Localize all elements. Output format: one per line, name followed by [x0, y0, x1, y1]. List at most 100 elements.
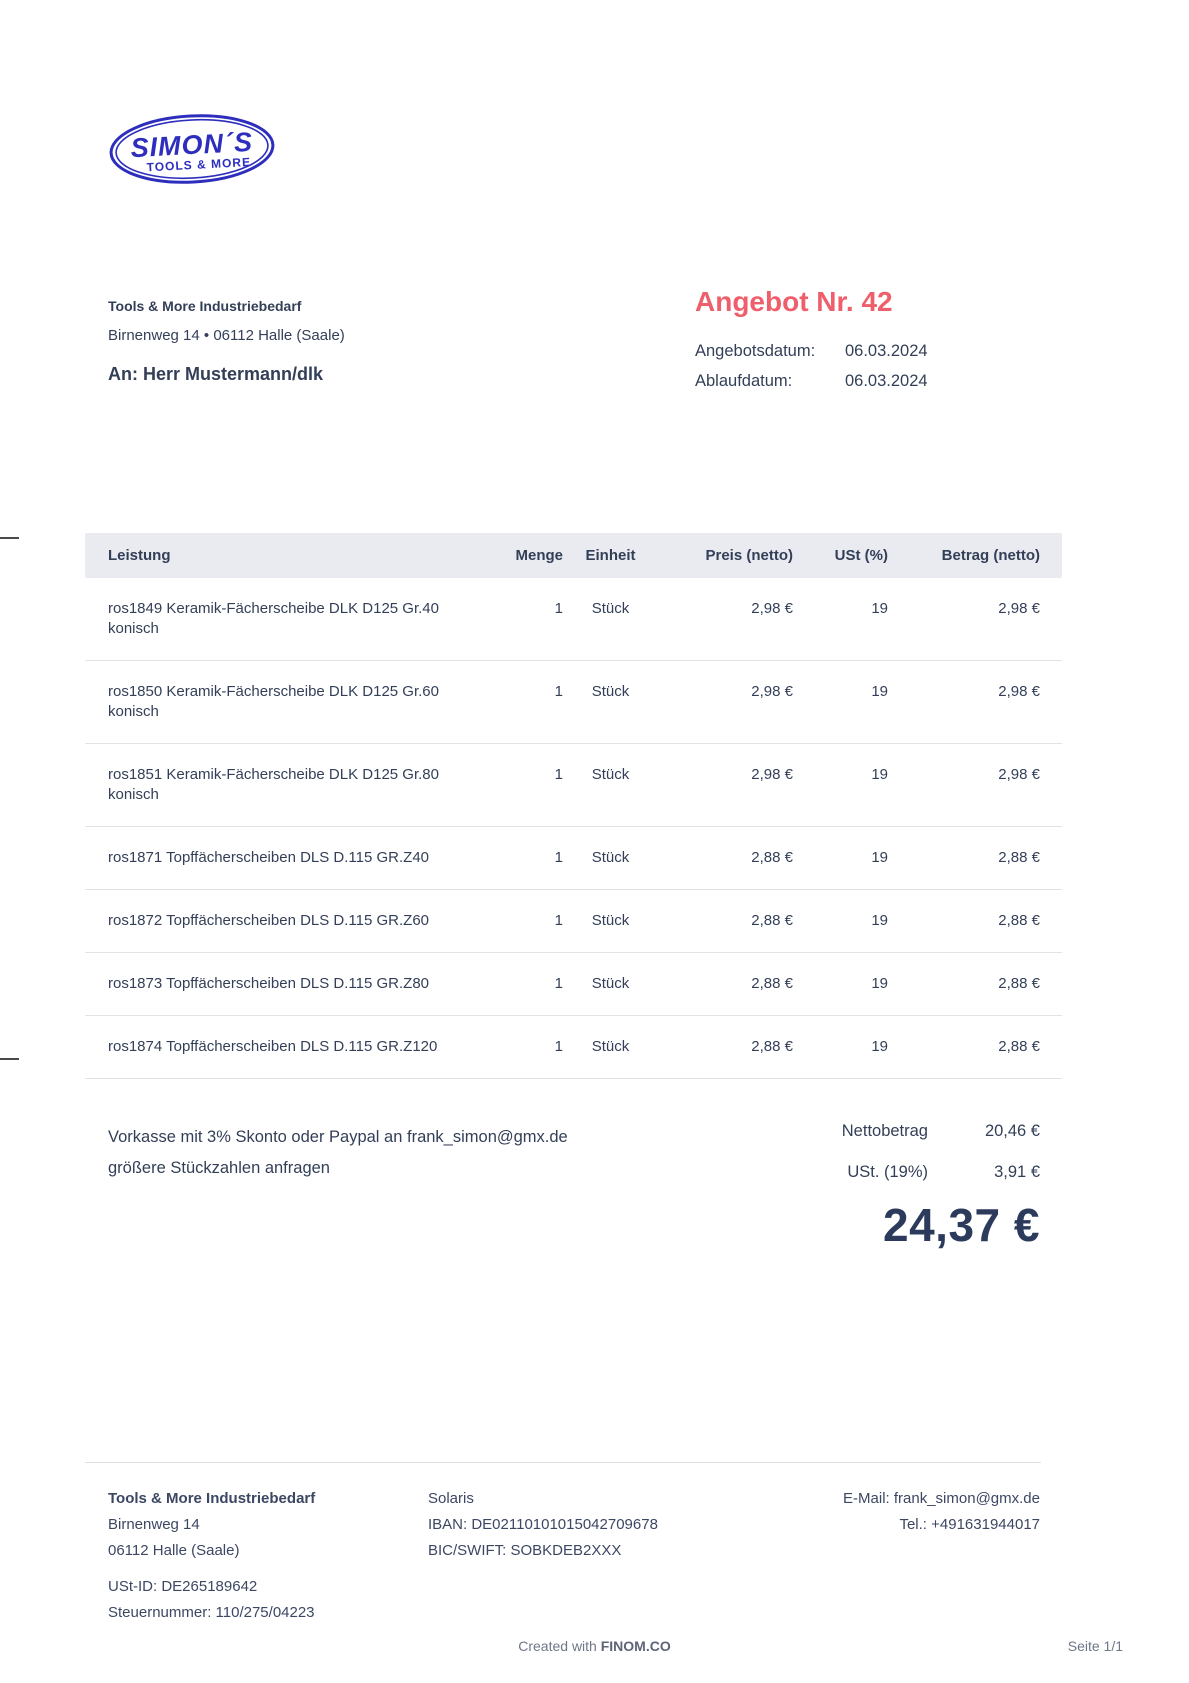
footer-company-block: Tools & More Industriebedarf Birnenweg 1…	[108, 1490, 428, 1630]
offer-expiry-label: Ablaufdatum:	[695, 372, 793, 390]
company-logo: SIMON´S TOOLS & MORE	[106, 110, 278, 188]
table-row: ros1850 Keramik-Fächerscheibe DLK D125 G…	[85, 661, 1062, 744]
created-with-brand: FINOM.CO	[600, 1638, 671, 1654]
offer-date-row: Angebotsdatum: 06.03.2024	[695, 342, 928, 361]
items-table: Leistung Menge Einheit Preis (netto) USt…	[85, 533, 1062, 1079]
created-with: Created with FINOM.CO	[0, 1638, 1189, 1654]
item-amount: 2,98 €	[998, 600, 1040, 617]
table-header-row: Leistung Menge Einheit Preis (netto) USt…	[85, 533, 1062, 578]
page-indicator: Seite 1/1	[1067, 1638, 1123, 1654]
footer-company-city: 06112 Halle (Saale)	[108, 1542, 240, 1559]
item-qty: 1	[554, 683, 563, 700]
footer-bic: BIC/SWIFT: SOBKDEB2XXX	[428, 1542, 622, 1559]
item-qty: 1	[554, 912, 563, 929]
payment-note-line2: größere Stückzahlen anfragen	[108, 1159, 330, 1177]
recipient-line: An: Herr Mustermann/dlk	[108, 364, 324, 384]
table-row: ros1851 Keramik-Fächerscheibe DLK D125 G…	[85, 744, 1062, 827]
header-einheit: Einheit	[585, 547, 636, 564]
simons-logo-graphic: SIMON´S TOOLS & MORE	[109, 114, 275, 184]
item-price: 2,88 €	[751, 1038, 793, 1055]
footer-company-name: Tools & More Industriebedarf	[108, 1490, 316, 1507]
item-unit: Stück	[591, 766, 630, 783]
footer-company-street: Birnenweg 14	[108, 1516, 200, 1533]
item-unit: Stück	[591, 600, 630, 617]
table-row: ros1871 Topffächerscheiben DLS D.115 GR.…	[85, 827, 1062, 890]
item-unit: Stück	[591, 683, 630, 700]
offer-title: Angebot Nr. 42	[695, 286, 893, 317]
grand-total-value: 24,37 €	[883, 1199, 1040, 1251]
item-amount: 2,88 €	[998, 1038, 1040, 1055]
sender-company-name: Tools & More Industriebedarf	[108, 298, 302, 314]
table-row: ros1874 Topffächerscheiben DLS D.115 GR.…	[85, 1016, 1062, 1079]
item-vat: 19	[871, 912, 888, 929]
item-unit: Stück	[591, 975, 630, 992]
item-amount: 2,98 €	[998, 766, 1040, 783]
payment-notes: Vorkasse mit 3% Skonto oder Paypal an fr…	[108, 1122, 728, 1184]
item-qty: 1	[554, 1038, 563, 1055]
offer-expiry-row: Ablaufdatum: 06.03.2024	[695, 372, 928, 391]
created-with-prefix: Created with	[518, 1638, 601, 1654]
footer-bank-block: Solaris IBAN: DE02110101015042709678 BIC…	[428, 1490, 843, 1630]
item-unit: Stück	[591, 1038, 630, 1055]
item-description: ros1874 Topffächerscheiben DLS D.115 GR.…	[108, 1038, 438, 1055]
item-amount: 2,98 €	[998, 683, 1040, 700]
offer-expiry-value: 06.03.2024	[845, 372, 928, 390]
item-vat: 19	[871, 766, 888, 783]
item-description: ros1851 Keramik-Fächerscheibe DLK D125 G…	[108, 766, 439, 803]
item-amount: 2,88 €	[998, 849, 1040, 866]
net-total-row: Nettobetrag 20,46 €	[842, 1122, 1040, 1141]
header-preis-netto: Preis (netto)	[705, 547, 793, 564]
footer-vat-id: USt-ID: DE265189642	[108, 1578, 258, 1595]
footer-contact-block: E-Mail: frank_simon@gmx.de Tel.: +491631…	[843, 1490, 1040, 1630]
item-vat: 19	[871, 975, 888, 992]
header-leistung: Leistung	[108, 547, 171, 564]
item-amount: 2,88 €	[998, 912, 1040, 929]
item-description: ros1849 Keramik-Fächerscheibe DLK D125 G…	[108, 600, 439, 637]
footer-spacer	[108, 1568, 428, 1578]
footer-divider	[85, 1462, 1041, 1463]
item-qty: 1	[554, 766, 563, 783]
item-description: ros1871 Topffächerscheiben DLS D.115 GR.…	[108, 849, 430, 866]
item-description: ros1850 Keramik-Fächerscheibe DLK D125 G…	[108, 683, 439, 720]
footer-email: E-Mail: frank_simon@gmx.de	[843, 1490, 1040, 1507]
item-description: ros1872 Topffächerscheiben DLS D.115 GR.…	[108, 912, 430, 929]
header-menge: Menge	[515, 547, 563, 564]
footer-phone: Tel.: +491631944017	[899, 1516, 1040, 1533]
item-vat: 19	[871, 600, 888, 617]
footer-columns: Tools & More Industriebedarf Birnenweg 1…	[108, 1490, 1040, 1630]
logo-brand-text: SIMON´S	[130, 127, 254, 163]
table-row: ros1849 Keramik-Fächerscheibe DLK D125 G…	[85, 578, 1062, 661]
item-price: 2,98 €	[751, 766, 793, 783]
item-vat: 19	[871, 1038, 888, 1055]
vat-total-value: 3,91 €	[994, 1163, 1040, 1181]
net-total-label: Nettobetrag	[841, 1122, 928, 1140]
item-qty: 1	[554, 975, 563, 992]
offer-date-value: 06.03.2024	[845, 342, 928, 360]
item-price: 2,88 €	[751, 912, 793, 929]
item-vat: 19	[871, 849, 888, 866]
table-row: ros1873 Topffächerscheiben DLS D.115 GR.…	[85, 953, 1062, 1016]
item-qty: 1	[554, 600, 563, 617]
sender-address-line: Birnenweg 14 • 06112 Halle (Saale)	[108, 327, 345, 344]
item-price: 2,98 €	[751, 683, 793, 700]
vat-total-label: USt. (19%)	[847, 1163, 928, 1181]
net-total-value: 20,46 €	[984, 1122, 1040, 1140]
offer-date-label: Angebotsdatum:	[695, 342, 816, 360]
item-unit: Stück	[591, 912, 630, 929]
item-qty: 1	[554, 849, 563, 866]
item-vat: 19	[871, 683, 888, 700]
footer-tax-number: Steuernummer: 110/275/04223	[108, 1604, 315, 1621]
item-price: 2,88 €	[751, 975, 793, 992]
item-price: 2,88 €	[751, 849, 793, 866]
item-description: ros1873 Topffächerscheiben DLS D.115 GR.…	[108, 975, 430, 992]
fold-mark-top	[0, 537, 19, 539]
offer-meta: Angebotsdatum: 06.03.2024 Ablaufdatum: 0…	[695, 342, 928, 402]
item-unit: Stück	[591, 849, 630, 866]
totals-block: Nettobetrag 20,46 € USt. (19%) 3,91 €	[842, 1122, 1040, 1204]
header-ust: USt (%)	[834, 547, 888, 564]
footer-bank-name: Solaris	[428, 1490, 474, 1507]
vat-total-row: USt. (19%) 3,91 €	[842, 1163, 1040, 1182]
fold-mark-bottom	[0, 1058, 19, 1060]
table-row: ros1872 Topffächerscheiben DLS D.115 GR.…	[85, 890, 1062, 953]
